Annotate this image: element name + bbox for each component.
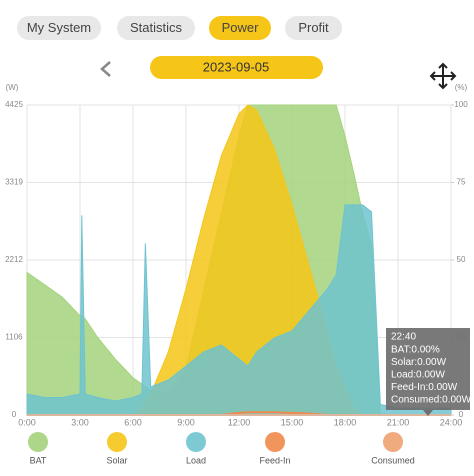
- tab[interactable]: [209, 16, 271, 40]
- move-icon[interactable]: [429, 62, 457, 90]
- y-unit: (W): [6, 83, 19, 92]
- tab[interactable]: [17, 16, 101, 40]
- tab-label[interactable]: Statistics: [130, 20, 183, 35]
- y2-tick-label: 100: [454, 100, 468, 109]
- tooltip: 22:40 BAT:0.00%Solar:0.00W Load:0.00WFeed-…: [386, 328, 472, 416]
- legend-label[interactable]: BAT: [30, 455, 47, 465]
- y2-unit: (%): [455, 83, 468, 92]
- tooltip-line: Solar:0.00W: [391, 357, 447, 368]
- x-tick-label: 9:00: [177, 417, 195, 427]
- tooltip-line: BAT:0.00%: [391, 345, 440, 356]
- y-tick-label: 3319: [5, 178, 23, 187]
- tooltip-line: Load:0.00W: [391, 370, 445, 381]
- legend-marker[interactable]: [107, 432, 127, 452]
- x-tick-label: 21:00: [387, 417, 410, 427]
- y-tick-label: 4425: [5, 100, 23, 109]
- y2-tick-label: 50: [457, 255, 466, 264]
- legend-label[interactable]: Load: [186, 455, 206, 465]
- tab[interactable]: [117, 16, 195, 40]
- legend-marker[interactable]: [265, 432, 285, 452]
- back-arrow[interactable]: [100, 61, 111, 77]
- tooltip-box: [386, 328, 470, 410]
- tab-label[interactable]: Profit: [298, 20, 329, 35]
- legend-marker[interactable]: [383, 432, 403, 452]
- tooltip-time: 22:40: [391, 332, 416, 343]
- y2-tick-label: 0: [459, 410, 464, 419]
- tab-label[interactable]: Power: [222, 20, 260, 35]
- area: [26, 204, 452, 416]
- x-tick-label: 15:00: [281, 417, 304, 427]
- x-tick-label: 0:00: [18, 417, 36, 427]
- x-tick-label: 3:00: [71, 417, 89, 427]
- legend-marker[interactable]: [28, 432, 48, 452]
- tooltip-line: Feed-In:0.00W: [391, 382, 458, 393]
- y-tick-label: 2212: [5, 255, 23, 264]
- tooltip-pointer: [423, 410, 433, 416]
- y-tick-label: 1106: [5, 333, 23, 342]
- x-tick-label: 6:00: [124, 417, 142, 427]
- tab[interactable]: [285, 16, 342, 40]
- tooltip-line: Consumed:0.00W: [391, 395, 472, 406]
- x-tick-label: 18:00: [334, 417, 357, 427]
- legend-label[interactable]: Feed-In: [259, 455, 290, 465]
- legend-label[interactable]: Consumed: [371, 455, 415, 465]
- date-pill[interactable]: [150, 56, 323, 79]
- x-tick-label: 12:00: [228, 417, 251, 427]
- legend-label[interactable]: Solar: [106, 455, 127, 465]
- y2-tick-label: 75: [457, 178, 466, 187]
- y-tick-label: 0: [12, 410, 17, 419]
- legend-marker[interactable]: [186, 432, 206, 452]
- x-tick-label: 24:00: [440, 417, 463, 427]
- date-label: 2023-09-05: [203, 59, 270, 74]
- tab-label[interactable]: My System: [27, 20, 91, 35]
